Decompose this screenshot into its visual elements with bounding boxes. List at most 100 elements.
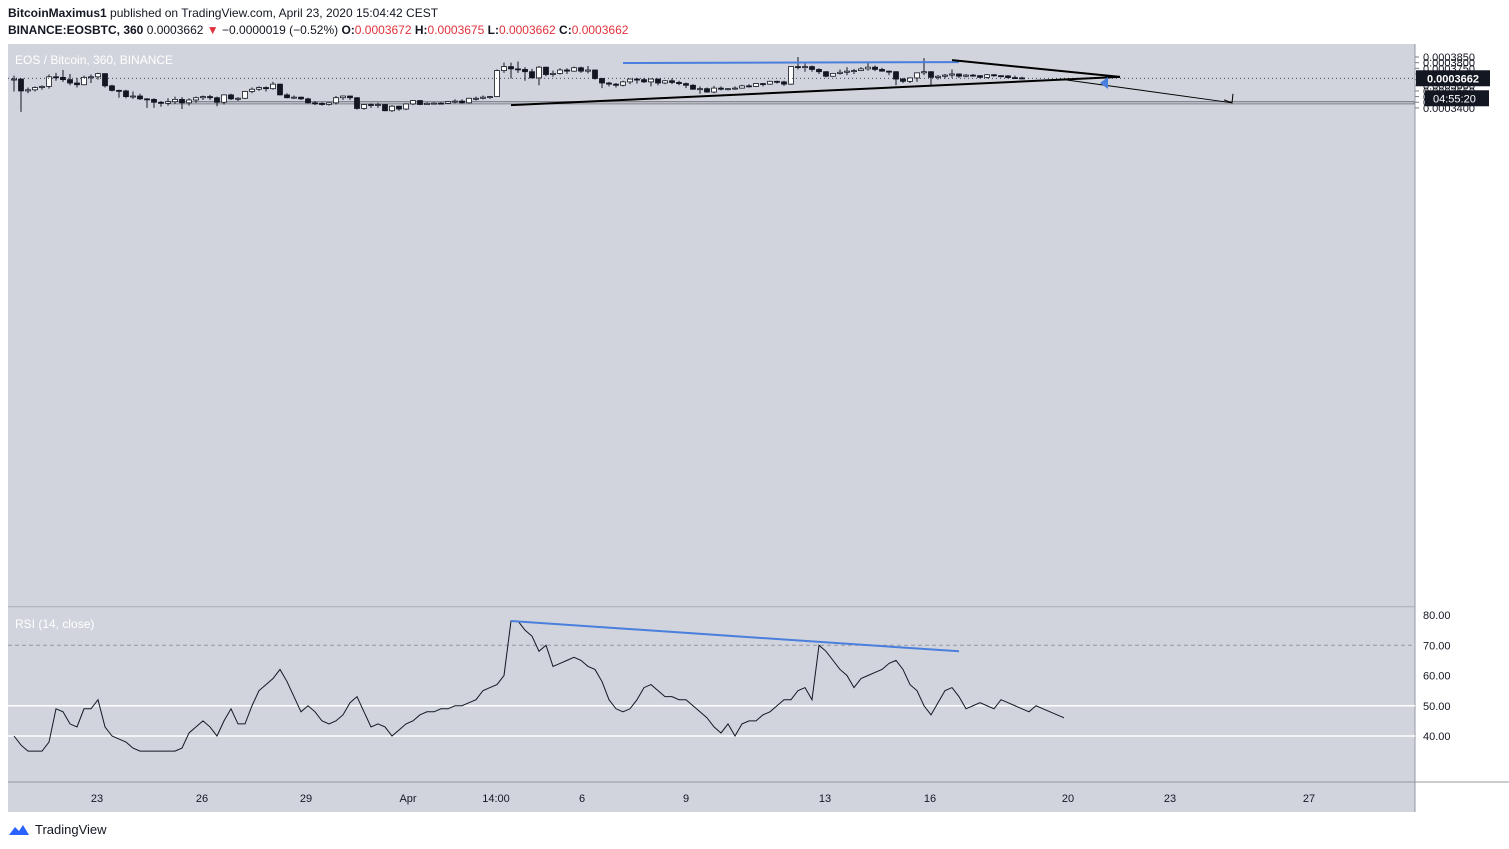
candle-up bbox=[501, 66, 507, 71]
candle-down bbox=[669, 80, 675, 83]
open-label: O: bbox=[341, 23, 355, 37]
rsi-title: RSI (14, close) bbox=[15, 617, 94, 631]
triangle-upper-trendline bbox=[951, 59, 1121, 78]
candle-up bbox=[32, 87, 38, 91]
candle-up bbox=[963, 74, 969, 77]
close-label: C: bbox=[559, 23, 572, 37]
candle-down bbox=[522, 69, 528, 73]
high-label: H: bbox=[414, 23, 428, 37]
time-tick-label: 20 bbox=[1062, 793, 1074, 805]
change-value: −0.0000019 (−0.52%) bbox=[222, 23, 339, 37]
candle-down bbox=[718, 87, 724, 90]
candle-down bbox=[998, 75, 1004, 78]
candle-down bbox=[599, 78, 605, 84]
candle-up bbox=[403, 103, 409, 110]
candle-down bbox=[368, 104, 374, 106]
candle-up bbox=[648, 78, 654, 83]
candle-up bbox=[697, 88, 703, 91]
candle-down bbox=[74, 82, 80, 86]
candle-up bbox=[445, 101, 451, 104]
candle-down bbox=[1005, 75, 1011, 78]
candle-up bbox=[95, 73, 101, 78]
candle-up bbox=[333, 97, 339, 104]
candle-up bbox=[389, 105, 395, 112]
candle-down bbox=[991, 74, 997, 77]
projection-arrow-line bbox=[1063, 79, 1233, 104]
candle-down bbox=[900, 78, 906, 82]
candle-up bbox=[480, 96, 486, 99]
candle-down bbox=[578, 67, 584, 72]
candle-up bbox=[494, 70, 500, 97]
candle-up bbox=[942, 74, 948, 77]
candle-down bbox=[53, 76, 59, 79]
candle-up bbox=[88, 76, 94, 79]
candle-up bbox=[249, 88, 255, 92]
time-tick-label: 29 bbox=[300, 793, 312, 805]
candle-up bbox=[130, 95, 136, 98]
time-tick-label: Apr bbox=[399, 793, 416, 805]
candle-down bbox=[634, 78, 640, 81]
candle-up bbox=[865, 66, 871, 70]
candle-up bbox=[620, 81, 626, 86]
candle-down bbox=[683, 83, 689, 86]
candle-up bbox=[172, 99, 178, 103]
price-tag-label: 0.0003662 bbox=[1427, 73, 1479, 85]
candle-up bbox=[11, 78, 17, 81]
blue-marker-icon bbox=[1100, 77, 1108, 89]
candle-down bbox=[137, 95, 143, 100]
candle-up bbox=[662, 80, 668, 84]
candle-down bbox=[781, 81, 787, 85]
candle-down bbox=[347, 95, 353, 99]
candle-down bbox=[970, 74, 976, 77]
rsi-divergence-line bbox=[510, 620, 960, 653]
high-value: 0.0003675 bbox=[427, 23, 485, 37]
candle-up bbox=[627, 78, 633, 83]
candle-down bbox=[151, 99, 157, 103]
time-tick-label: 26 bbox=[196, 793, 208, 805]
candle-down bbox=[795, 66, 801, 69]
candle-down bbox=[179, 99, 185, 104]
candle-down bbox=[515, 68, 521, 71]
candle-down bbox=[102, 73, 108, 87]
candle-down bbox=[529, 71, 535, 79]
candle-down bbox=[760, 83, 766, 85]
time-tick-label: 27 bbox=[1303, 793, 1315, 805]
time-tick-label: 13 bbox=[819, 793, 831, 805]
rsi-tick-label: 50.00 bbox=[1423, 701, 1451, 713]
candle-up bbox=[536, 66, 542, 79]
time-tick-label: 23 bbox=[91, 793, 103, 805]
candle-up bbox=[487, 96, 493, 98]
rsi-tick-label: 60.00 bbox=[1423, 671, 1451, 683]
candle-down bbox=[438, 102, 444, 105]
footer-brand: TradingView bbox=[8, 822, 107, 837]
candle-down bbox=[214, 97, 220, 103]
rsi-tick-label: 40.00 bbox=[1423, 731, 1451, 743]
candle-up bbox=[165, 101, 171, 104]
candle-up bbox=[753, 83, 759, 87]
candle-down bbox=[277, 83, 283, 96]
candle-down bbox=[123, 90, 129, 97]
candle-up bbox=[725, 88, 731, 91]
candle-up bbox=[431, 102, 437, 105]
time-tick-label: 23 bbox=[1164, 793, 1176, 805]
candle-down bbox=[774, 80, 780, 83]
candle-up bbox=[46, 76, 52, 87]
candle-down bbox=[312, 102, 318, 105]
candle-down bbox=[872, 66, 878, 70]
author-name[interactable]: BitcoinMaximus1 bbox=[8, 6, 107, 20]
candle-up bbox=[571, 67, 577, 72]
candle-up bbox=[732, 87, 738, 90]
triangle-lower-trendline bbox=[510, 75, 1121, 107]
time-tick-label: 14:00 bbox=[482, 793, 510, 805]
time-tick-label: 16 bbox=[924, 793, 936, 805]
candle-down bbox=[459, 100, 465, 104]
candle-down bbox=[298, 96, 304, 100]
candle-up bbox=[907, 77, 913, 82]
footer-brand-label[interactable]: TradingView bbox=[35, 822, 107, 837]
low-value: 0.0003662 bbox=[498, 23, 556, 37]
candle-up bbox=[452, 100, 458, 103]
candle-down bbox=[508, 66, 514, 70]
change-down-icon: ▼ bbox=[206, 23, 219, 37]
candle-up bbox=[935, 75, 941, 78]
